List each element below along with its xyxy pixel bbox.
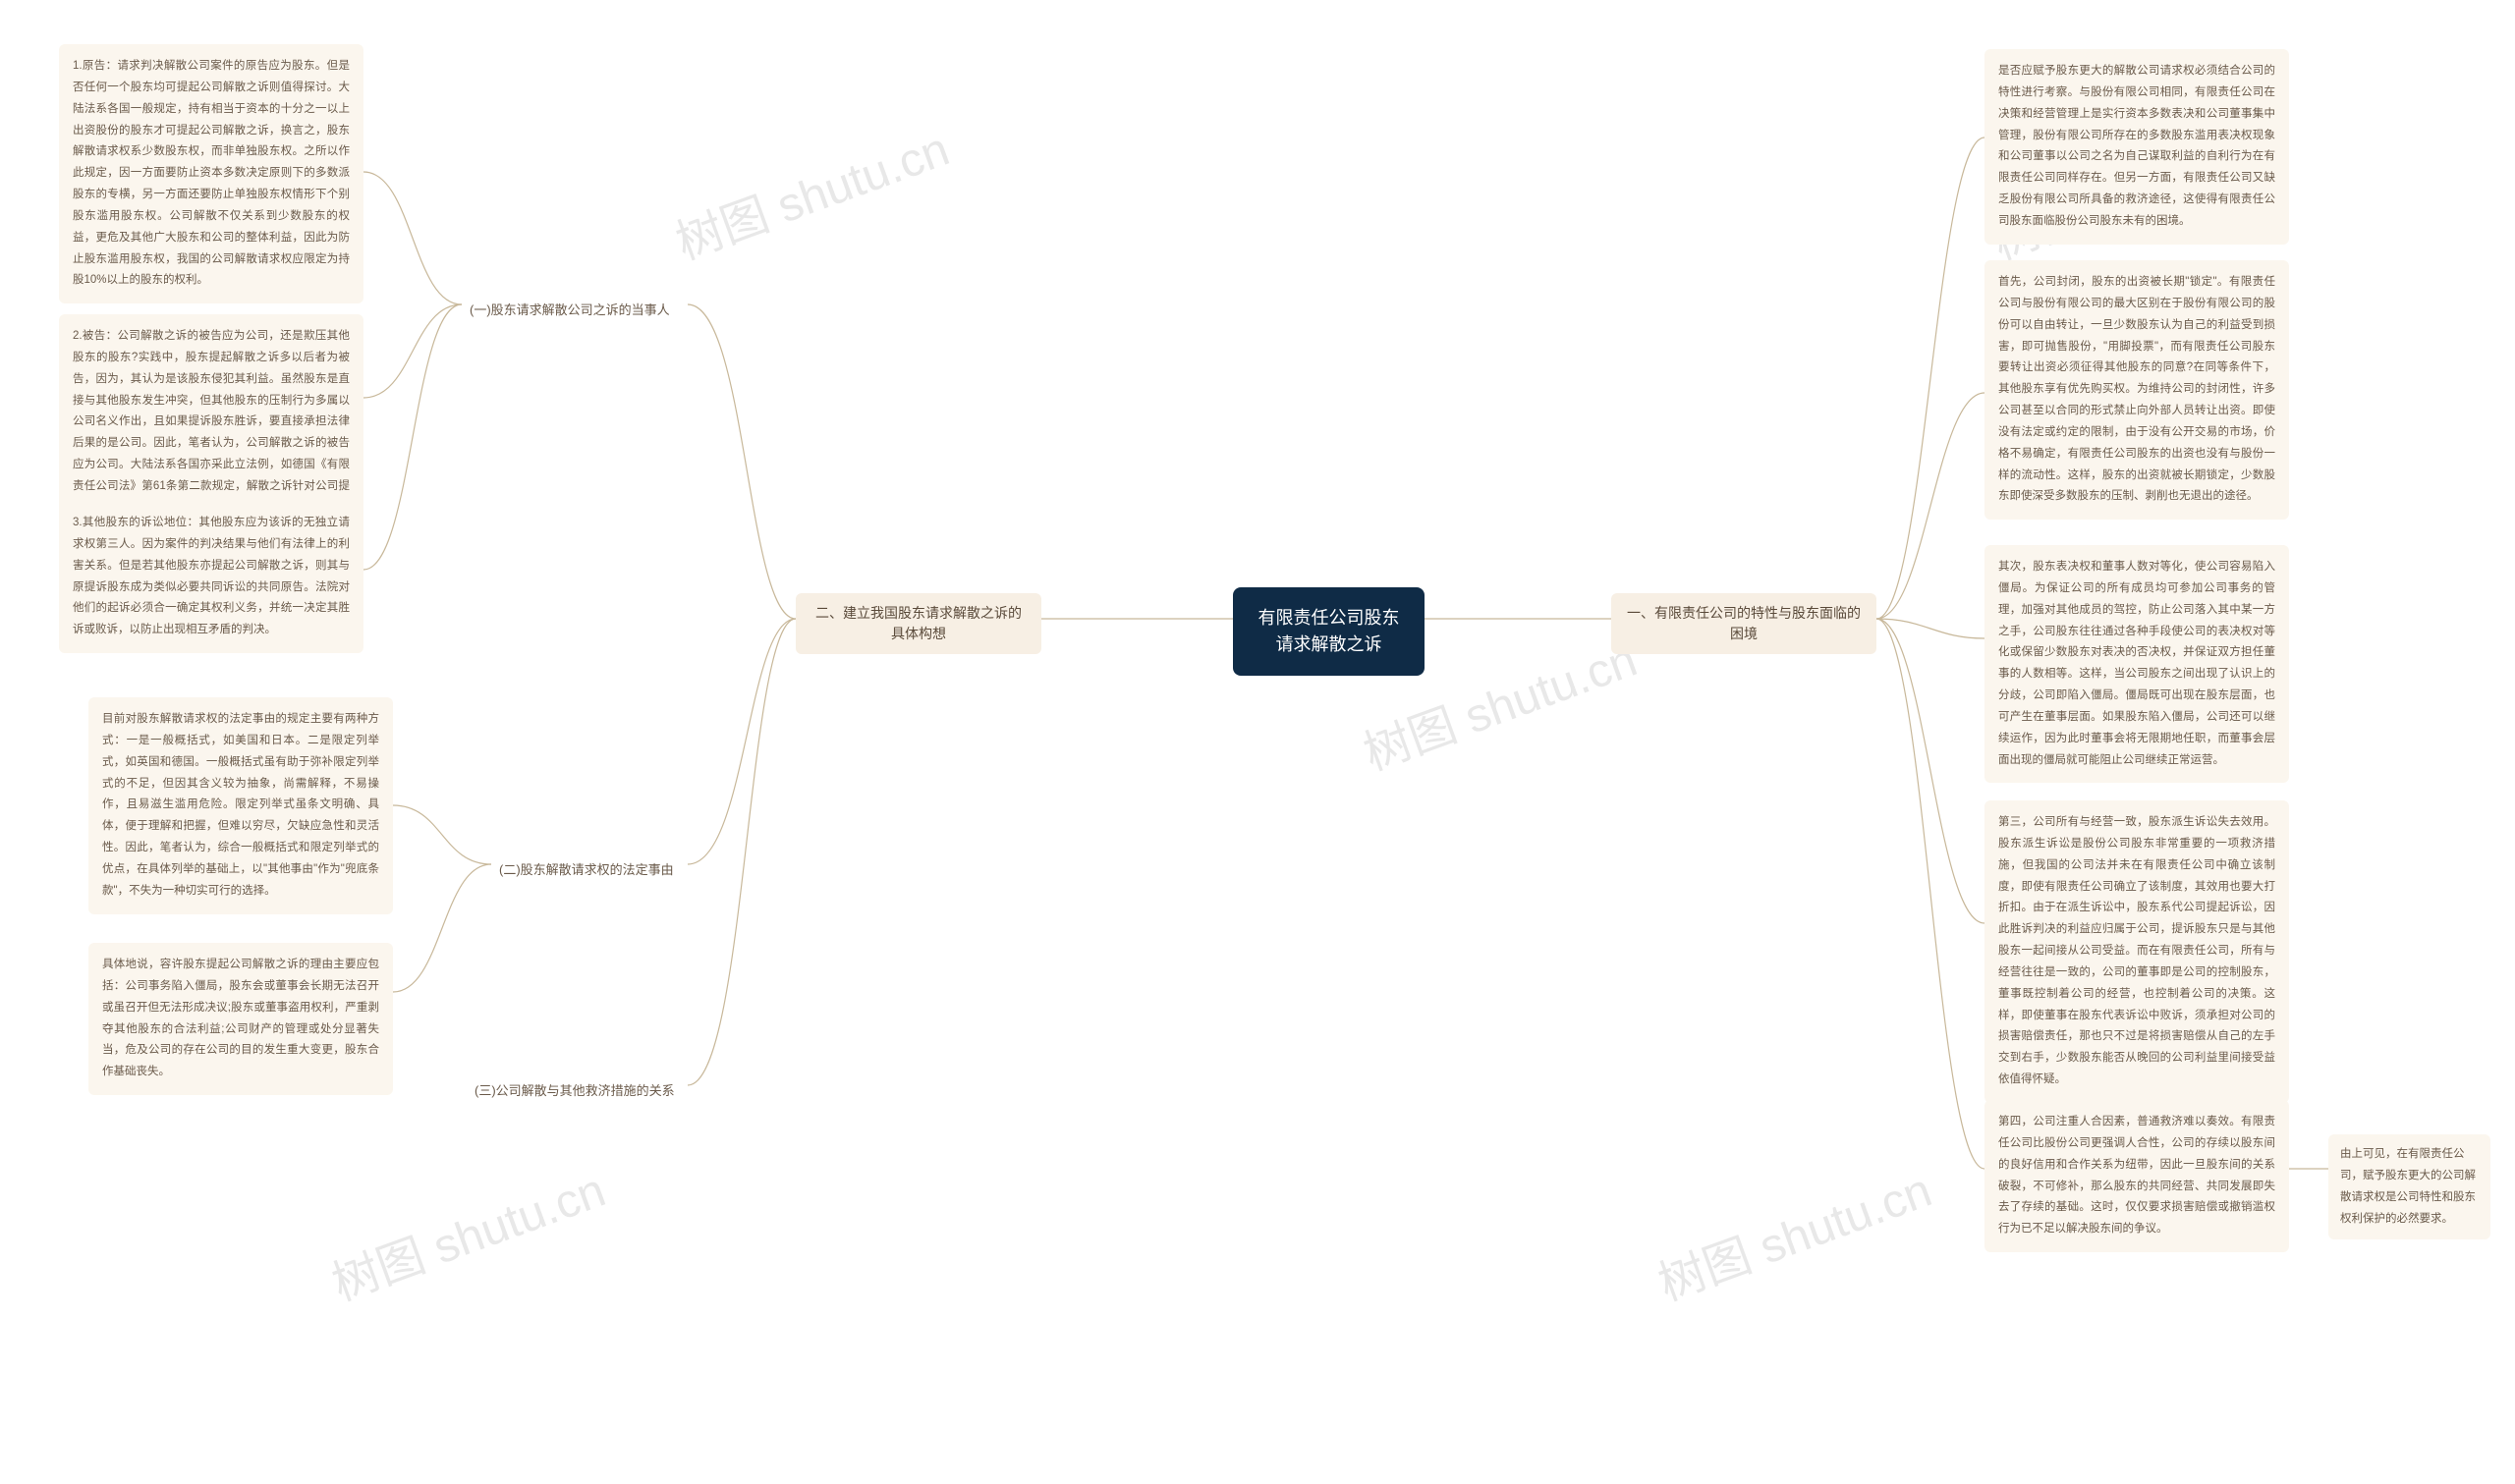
mindmap-center: 有限责任公司股东请求解散之诉 — [1233, 587, 1425, 676]
left-sub0-leaf-0: 1.原告：请求判决解散公司案件的原告应为股东。但是否任何一个股东均可提起公司解散… — [59, 44, 363, 303]
left-branch: 二、建立我国股东请求解散之诉的具体构想 — [796, 593, 1041, 654]
left-sub1-leaf-0: 目前对股东解散请求权的法定事由的规定主要有两种方式：一是一般概括式，如美国和日本… — [88, 697, 393, 914]
left-sub-0: (一)股东请求解散公司之诉的当事人 — [462, 295, 688, 326]
left-sub-2: (三)公司解散与其他救济措施的关系 — [467, 1075, 688, 1107]
left-sub0-leaf-2: 3.其他股东的诉讼地位：其他股东应为该诉的无独立请求权第三人。因为案件的判决结果… — [59, 501, 363, 653]
right-leaf-2: 其次，股东表决权和董事人数对等化，使公司容易陷入僵局。为保证公司的所有成员均可参… — [1984, 545, 2289, 783]
left-sub1-leaf-1: 具体地说，容许股东提起公司解散之诉的理由主要应包括：公司事务陷入僵局，股东会或董… — [88, 943, 393, 1095]
right-leaf-0: 是否应赋予股东更大的解散公司请求权必须结合公司的特性进行考察。与股份有限公司相同… — [1984, 49, 2289, 245]
watermark: 树图 shutu.cn — [665, 110, 957, 272]
right-leaf-1: 首先，公司封闭，股东的出资被长期"锁定"。有限责任公司与股份有限公司的最大区别在… — [1984, 260, 2289, 520]
watermark: 树图 shutu.cn — [1648, 1151, 1939, 1313]
watermark: 树图 shutu.cn — [321, 1151, 613, 1313]
left-sub-1: (二)股东解散请求权的法定事由 — [491, 854, 688, 886]
left-sub0-leaf-1: 2.被告：公司解散之诉的被告应为公司，还是欺压其他股东的股东?实践中，股东提起解… — [59, 314, 363, 531]
right-branch: 一、有限责任公司的特性与股东面临的困境 — [1611, 593, 1876, 654]
right-leaf-3: 第三，公司所有与经营一致，股东派生诉讼失去效用。股东派生诉讼是股份公司股东非常重… — [1984, 800, 2289, 1103]
right-note: 由上可见，在有限责任公司，赋予股东更大的公司解散请求权是公司特性和股东权利保护的… — [2328, 1134, 2490, 1239]
right-leaf-4: 第四，公司注重人合因素，普通救济难以奏效。有限责任公司比股份公司更强调人合性，公… — [1984, 1100, 2289, 1252]
